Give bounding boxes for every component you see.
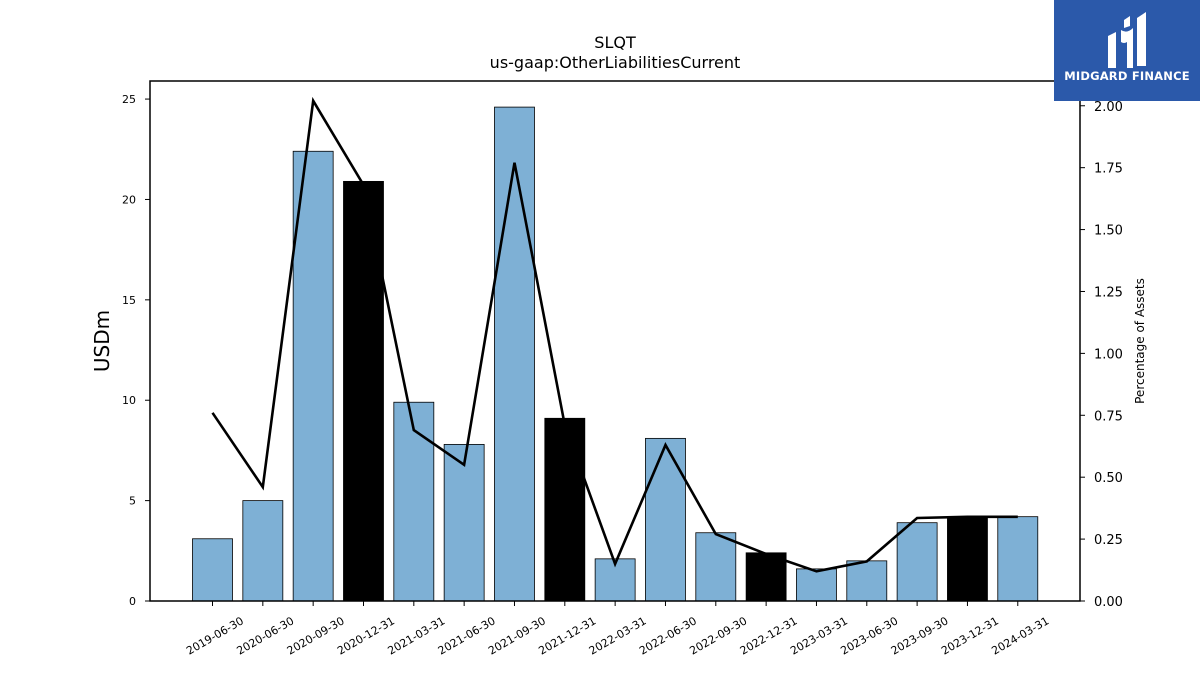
y-axis-label-right: Percentage of Assets (1133, 278, 1147, 404)
bar-2024-03-31 (997, 516, 1039, 602)
bar-2021-06-30 (443, 443, 485, 602)
bar-2022-09-30 (695, 532, 737, 602)
bar-2020-09-30 (292, 150, 334, 602)
x-axis: 2019-06-302020-06-302020-09-302020-12-31… (184, 601, 1051, 658)
left-tick-label: 25 (122, 93, 136, 106)
chart-subtitle: us-gaap:OtherLiabilitiesCurrent (490, 53, 741, 72)
left-tick-label: 5 (129, 495, 136, 508)
right-tick-label: 1.50 (1094, 224, 1123, 239)
plot-frame (149, 80, 1081, 602)
percentage-line (211, 96, 1018, 573)
y-axis-label-left: USDm (90, 310, 114, 372)
bar-2020-06-30 (242, 500, 284, 602)
left-axis: 0 5 10 15 20 25 (122, 93, 150, 608)
bar-group (192, 106, 1039, 602)
logo-mark-icon (1108, 12, 1146, 68)
right-tick-label: 0.00 (1094, 595, 1123, 610)
left-tick-label: 15 (122, 294, 136, 307)
bar-2021-03-31 (393, 401, 435, 602)
right-tick-label: 1.00 (1094, 347, 1123, 362)
bar-2019-06-30 (192, 538, 233, 602)
chart-title: SLQT (594, 33, 636, 52)
x-tick-label: 2024-03-31 (989, 614, 1051, 657)
right-tick-label: 1.25 (1094, 285, 1123, 300)
bar-2021-12-31 (544, 417, 586, 602)
brand-logo: MIDGARD FINANCE (1054, 0, 1200, 101)
bar-2023-09-30 (896, 522, 938, 602)
right-tick-label: 0.25 (1094, 533, 1123, 548)
right-tick-label: 0.75 (1094, 409, 1123, 424)
right-axis: 0.00 0.25 0.50 0.75 1.00 1.25 1.50 1.75 2.00 (1080, 100, 1123, 610)
line-group (211, 96, 1018, 573)
logo-text: MIDGARD FINANCE (1064, 69, 1190, 83)
right-tick-label: 2.00 (1094, 100, 1123, 115)
left-tick-label: 10 (122, 394, 136, 407)
right-tick-label: 1.75 (1094, 162, 1123, 177)
bar-2022-12-31 (745, 552, 787, 602)
bar-2022-06-30 (645, 437, 686, 602)
bar-2020-12-31 (343, 180, 384, 602)
left-tick-label: 0 (129, 595, 136, 608)
bar-2023-06-30 (846, 560, 888, 602)
left-tick-label: 20 (122, 193, 136, 206)
bar-2023-12-31 (947, 516, 988, 602)
right-tick-label: 0.50 (1094, 471, 1123, 486)
bar-2021-09-30 (494, 106, 535, 602)
bar-2023-03-31 (796, 568, 837, 602)
